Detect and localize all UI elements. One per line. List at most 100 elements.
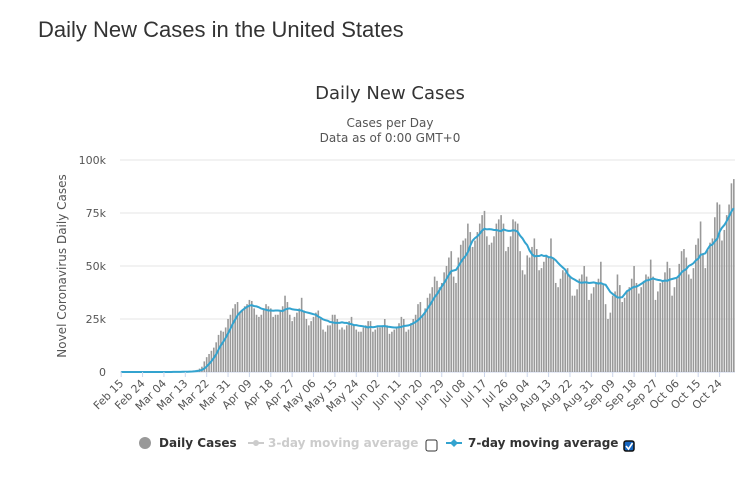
bar-daily-cases (500, 215, 502, 372)
bar-daily-cases (419, 302, 422, 372)
checkbox-3day[interactable] (425, 439, 438, 452)
legend-label-3day: 3-day moving average (268, 436, 418, 450)
bar-daily-cases (478, 223, 481, 372)
bar-daily-cases (671, 295, 673, 372)
bar-daily-cases (231, 308, 234, 372)
bar-daily-cases (619, 285, 621, 372)
bar-daily-cases (633, 266, 635, 372)
y-axis-title: Novel Coronavirus Daily Cases (55, 174, 69, 357)
bar-daily-cases (315, 312, 317, 372)
bar-series-daily-cases (153, 179, 735, 372)
bar-daily-cases (497, 219, 500, 372)
bar-daily-cases (391, 331, 393, 372)
bar-daily-cases (709, 242, 711, 372)
bar-daily-cases (243, 306, 246, 372)
bar-daily-cases (229, 314, 232, 372)
bar-daily-cases (512, 219, 514, 372)
bar-daily-cases (571, 295, 574, 372)
bar-daily-cases (215, 342, 217, 372)
bar-daily-cases (718, 204, 721, 372)
bar-daily-cases (424, 308, 426, 372)
bar-daily-cases (495, 223, 498, 372)
bar-daily-cases (673, 287, 676, 372)
bar-daily-cases (585, 276, 588, 372)
legend-item-3day[interactable]: 3-day moving average (248, 436, 418, 450)
y-axis-ticks: 0 25k 50k 75k 100k (79, 154, 107, 379)
bar-daily-cases (668, 268, 671, 372)
bar-daily-cases (379, 327, 381, 372)
bar-daily-cases (521, 270, 524, 372)
bar-daily-cases (279, 310, 282, 372)
bar-daily-cases (595, 282, 597, 372)
bar-daily-cases (483, 210, 486, 372)
bar-daily-cases (398, 323, 400, 372)
bar-daily-cases (272, 316, 274, 372)
bar-daily-cases (516, 223, 519, 372)
bar-daily-cases (474, 240, 476, 372)
bar-daily-cases (353, 325, 355, 372)
legend-item-7day[interactable]: 7-day moving average (446, 436, 618, 450)
bar-daily-cases (452, 276, 455, 372)
bar-daily-cases (533, 238, 536, 372)
bar-daily-cases (661, 280, 664, 372)
bar-daily-cases (659, 282, 662, 372)
bar-daily-cases (450, 251, 453, 372)
bar-daily-cases (438, 287, 441, 372)
bar-daily-cases (262, 308, 265, 372)
bar-daily-cases (645, 274, 647, 372)
bar-daily-cases (702, 253, 704, 372)
bar-daily-cases (469, 232, 472, 372)
bar-daily-cases (362, 327, 365, 372)
bar-daily-cases (355, 329, 358, 372)
bar-daily-cases (367, 321, 369, 372)
legend-circle-icon (139, 437, 151, 449)
bar-daily-cases (545, 255, 548, 372)
bar-daily-cases (578, 278, 581, 372)
bar-daily-cases (695, 244, 697, 372)
bar-daily-cases (657, 291, 659, 372)
bar-daily-cases (395, 327, 398, 372)
bar-daily-cases (217, 334, 220, 372)
bar-daily-cases (721, 240, 723, 372)
bar-daily-cases (224, 327, 227, 372)
bar-daily-cases (455, 282, 457, 372)
bar-daily-cases (288, 314, 291, 372)
line-7day-moving-average (121, 207, 735, 373)
bar-daily-cases (550, 238, 552, 372)
bar-daily-cases (623, 297, 626, 372)
bar-daily-cases (350, 316, 353, 372)
bar-daily-cases (369, 321, 372, 372)
bar-daily-cases (220, 330, 222, 372)
bar-daily-cases (725, 215, 728, 372)
bar-daily-cases (652, 276, 654, 372)
bar-daily-cases (383, 319, 386, 372)
bar-daily-cases (714, 217, 716, 372)
bar-daily-cases (222, 331, 225, 372)
bar-daily-cases (664, 272, 666, 372)
bar-daily-cases (573, 295, 576, 372)
bar-daily-cases (467, 223, 469, 372)
bar-daily-cases (697, 238, 699, 372)
bar-daily-cases (284, 295, 286, 372)
legend-item-daily-cases[interactable]: Daily Cases (139, 436, 237, 450)
bar-daily-cases (630, 278, 633, 372)
bar-daily-cases (683, 249, 685, 372)
bar-daily-cases (348, 321, 350, 372)
bar-daily-cases (554, 282, 557, 372)
bar-daily-cases (360, 331, 362, 372)
bar-daily-cases (602, 285, 605, 372)
bar-daily-cases (678, 263, 680, 372)
bar-daily-cases (260, 314, 263, 372)
bar-daily-cases (676, 278, 678, 372)
bar-daily-cases (239, 312, 241, 372)
bar-daily-cases (255, 314, 258, 372)
bar-daily-cases (407, 329, 410, 372)
checkbox-7day[interactable] (623, 440, 635, 452)
bar-daily-cases (666, 261, 669, 372)
bar-daily-cases (557, 287, 559, 372)
bar-daily-cases (528, 257, 531, 372)
bar-daily-cases (388, 333, 391, 372)
y-tick-label: 25k (86, 313, 107, 326)
bar-daily-cases (540, 268, 543, 372)
